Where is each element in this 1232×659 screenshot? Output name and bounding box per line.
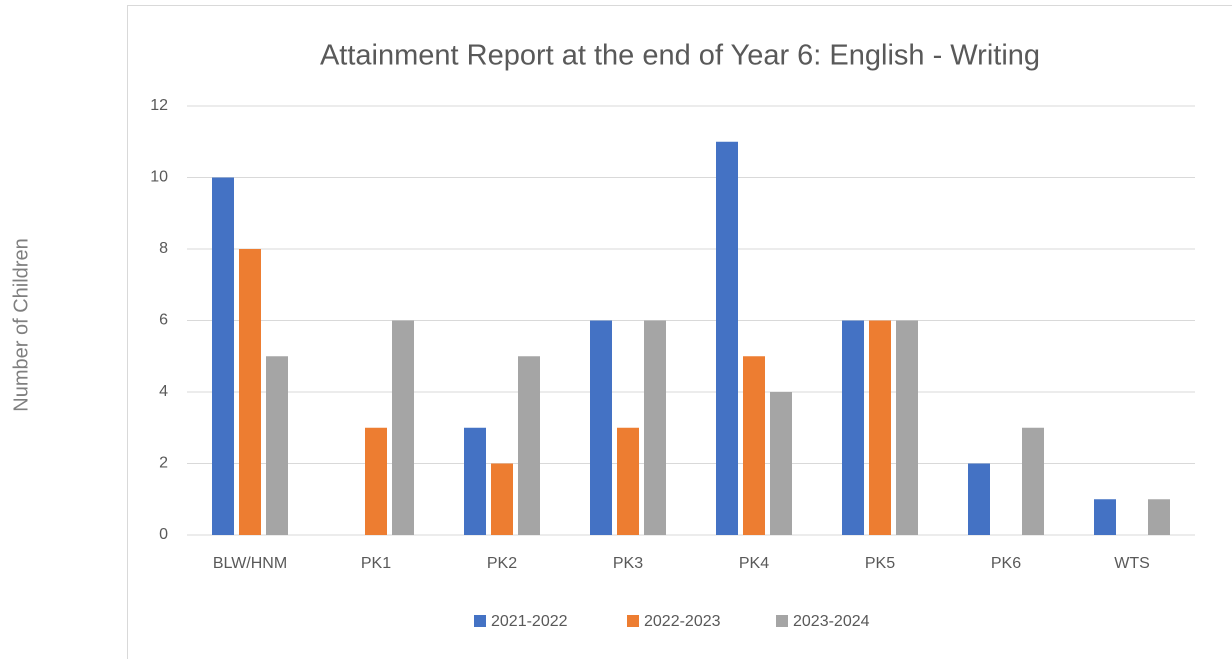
y-tick-label: 10 bbox=[150, 169, 168, 186]
legend-swatch bbox=[474, 615, 486, 627]
y-tick-label: 4 bbox=[159, 383, 168, 400]
bar bbox=[1022, 427, 1044, 535]
y-tick-label: 2 bbox=[159, 455, 168, 472]
bar bbox=[644, 320, 666, 535]
bar bbox=[266, 356, 288, 535]
legend-swatch bbox=[627, 615, 639, 627]
chart-frame bbox=[127, 5, 1232, 659]
bar bbox=[743, 356, 765, 535]
bar bbox=[491, 463, 513, 535]
x-tick-label: WTS bbox=[1114, 555, 1150, 572]
y-tick-label: 12 bbox=[150, 97, 168, 114]
y-tick-label: 8 bbox=[159, 240, 168, 257]
y-axis-label: Number of Children bbox=[10, 238, 32, 411]
legend-label: 2022-2023 bbox=[644, 613, 721, 630]
bar bbox=[716, 141, 738, 535]
bar bbox=[590, 320, 612, 535]
x-tick-label: PK3 bbox=[613, 555, 643, 572]
x-tick-label: PK1 bbox=[361, 555, 391, 572]
bar bbox=[617, 427, 639, 535]
bar bbox=[464, 427, 486, 535]
chart-title: Attainment Report at the end of Year 6: … bbox=[320, 40, 1040, 72]
bar bbox=[1148, 499, 1170, 535]
x-tick-label: BLW/HNM bbox=[213, 555, 287, 572]
y-tick-label: 6 bbox=[159, 312, 168, 329]
legend-label: 2021-2022 bbox=[491, 613, 568, 630]
bar bbox=[239, 249, 261, 535]
bar bbox=[1094, 499, 1116, 535]
bar bbox=[869, 320, 891, 535]
legend-label: 2023-2024 bbox=[793, 613, 870, 630]
bar bbox=[392, 320, 414, 535]
bar bbox=[968, 463, 990, 535]
bar bbox=[896, 320, 918, 535]
y-tick-label: 0 bbox=[159, 526, 168, 543]
x-tick-label: PK5 bbox=[865, 555, 895, 572]
legend-swatch bbox=[776, 615, 788, 627]
x-tick-label: PK4 bbox=[739, 555, 769, 572]
bar bbox=[365, 427, 387, 535]
bar bbox=[842, 320, 864, 535]
x-tick-label: PK6 bbox=[991, 555, 1021, 572]
bar bbox=[518, 356, 540, 535]
bar bbox=[770, 392, 792, 535]
x-tick-label: PK2 bbox=[487, 555, 517, 572]
bar bbox=[212, 177, 234, 535]
